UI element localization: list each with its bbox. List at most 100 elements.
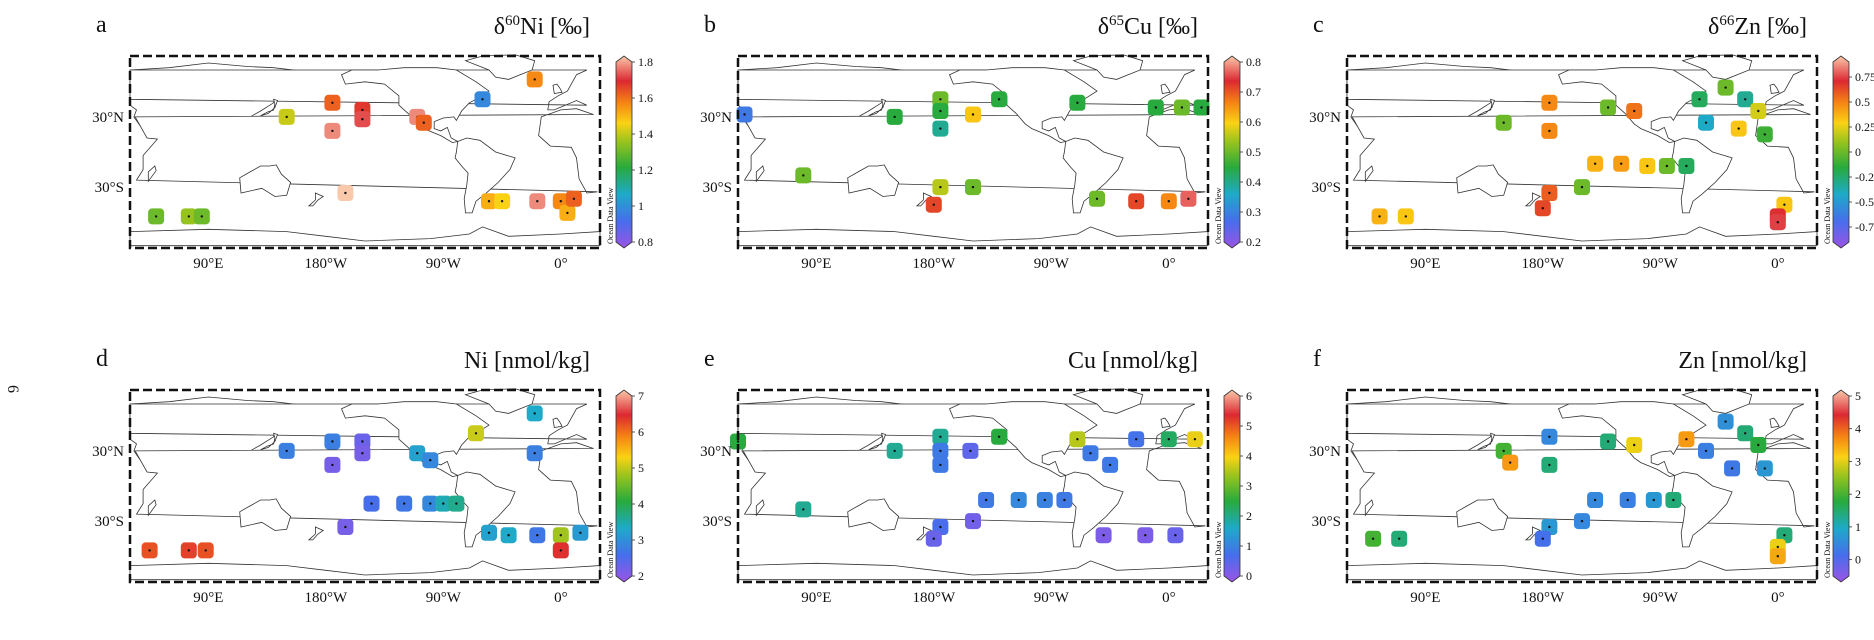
odv-watermark: Ocean Data View [606,522,615,578]
colorbar-tick-label: 1.4 [638,127,653,141]
station-dot [743,113,746,116]
station-dot [187,549,190,552]
station-dot [500,200,504,203]
map-frame [736,54,1210,250]
colorbar [1832,389,1850,583]
colorbar-tick-label: 0.75 [1855,70,1874,84]
colorbar-tick-label: 5 [1855,389,1861,403]
continent-madagascar [147,499,157,517]
station-dot [1167,438,1170,441]
continent-madagascar [755,165,765,183]
colorbar [615,55,633,249]
map-frame [1345,388,1819,584]
panel-title: δ66Zn [‰] [1708,13,1807,40]
x-tick-label: 0° [1771,590,1785,606]
continent-greenland [1681,388,1753,414]
station-dot [331,440,334,443]
colorbar-tick-label: 0.25 [1855,120,1874,134]
station-dot [1548,129,1551,133]
colorbar-tick-label: 0.5 [1246,145,1261,159]
colorbar-tick-label: 3 [1246,479,1252,493]
station-dot [566,211,569,215]
station-dot [422,121,425,124]
x-tick-label: 90°E [801,256,831,272]
station-dot [1672,498,1675,502]
continent-japan [868,432,887,451]
station-dot [1580,185,1584,189]
station-dot [533,78,536,81]
colorbar-tick-label: 1 [1246,539,1252,553]
continent-uk [552,83,563,94]
station-dot [893,115,896,119]
continent-australia [239,164,292,197]
station-dot [969,449,972,453]
continent-greenland [464,54,536,80]
station-dot [559,549,562,552]
panel-letter: f [1313,346,1321,372]
continent-japan [260,98,279,117]
continent-greenland [1681,54,1753,80]
station-dot [984,498,988,502]
station-dot [1541,207,1544,210]
continent-madagascar [755,499,765,517]
colorbar [1223,389,1241,583]
continent-uk [1769,417,1780,428]
station-dot [1102,534,1105,537]
station-dot [1017,498,1020,502]
station-dot [1144,534,1147,537]
station-dot [1685,438,1688,441]
station-dot [579,531,582,534]
station-dot [939,185,942,189]
x-tick-label: 0° [1162,590,1176,606]
station-dot [1633,443,1636,447]
station-dot [1737,127,1740,130]
x-tick-label: 90°W [1643,590,1679,606]
odv-watermark: Ocean Data View [1823,522,1832,578]
station-dot [1200,106,1203,109]
station-dot [1135,200,1138,203]
continent-new-zealand [915,526,933,541]
colorbar-tick-label: 4 [1855,422,1861,436]
station-dot [939,109,942,113]
station-dot [1757,109,1760,113]
station-dot [1154,106,1157,109]
x-tick-label: 90°W [426,590,462,606]
colorbar-tick-label: 0.5 [1855,95,1870,109]
station-dot [1167,200,1170,203]
station-dot [559,200,562,203]
y-tick-label: 30°N [92,110,124,126]
colorbar-tick-label: 1.6 [638,91,653,105]
odv-watermark: Ocean Data View [1214,522,1223,578]
panel-b: b δ65Cu [‰] 30°N 30°S 180°W 90°W 0° 90°E 0.8 0.7 0… [700,12,1261,272]
panel-d: d Ni [nmol/kg] 30°N 30°S 180°W 90°W 0° 90°E 7 6 5 4… [92,346,644,606]
colorbar-tick-label: 0.6 [1246,115,1261,129]
station-dot [507,534,510,537]
panel-letter: e [704,346,715,372]
station-dot [344,191,347,195]
continent-greenland [1072,388,1144,414]
colorbar-tick-label: 5 [638,461,644,475]
y-tick-label: 30°S [95,514,124,530]
station-dot [1509,461,1512,464]
panel-title: Ni [nmol/kg] [464,348,590,374]
station-dot [1043,498,1046,502]
colorbar-tick-label: 6 [1246,389,1252,403]
continent-new-zealand [1524,192,1542,207]
continent-madagascar [147,165,157,183]
map-frame [128,54,602,250]
station-dot [331,129,334,133]
station-dot [802,508,805,511]
station-dot [204,549,207,552]
x-tick-label: 180°W [305,590,348,606]
map-frame [1345,54,1819,250]
continent-new-zealand [307,526,325,541]
station-dot [1730,467,1734,470]
colorbar-tick-label: 0 [1855,553,1861,567]
colorbar [615,389,633,583]
colorbar-tick-label: 3 [1855,454,1861,468]
station-dot [1502,449,1505,453]
colorbar-tick-label: 0.7 [1246,85,1261,99]
colorbar-tick-label: 4 [1246,449,1252,463]
station-dot [1541,537,1544,540]
panel-title: δ60Ni [‰] [494,13,590,40]
